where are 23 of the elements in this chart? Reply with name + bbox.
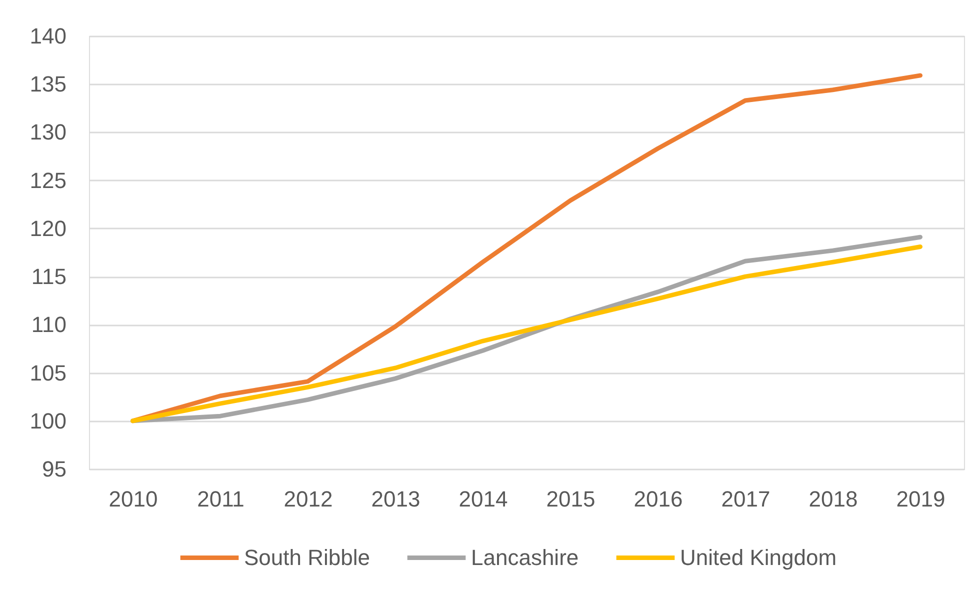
y-tick-label: 125	[30, 168, 66, 193]
x-tick-label: 2010	[108, 486, 158, 512]
y-tick-label: 110	[31, 312, 66, 338]
x-tick-label: 2012	[284, 486, 333, 512]
x-tick-label: 2019	[896, 486, 946, 512]
legend-label: South Ribble	[244, 544, 370, 570]
legend-label: United Kingdom	[680, 544, 837, 570]
x-tick-label: 2011	[197, 486, 244, 512]
x-tick-label: 2017	[721, 486, 770, 512]
y-tick-label: 130	[30, 120, 66, 145]
y-tick-label: 140	[30, 24, 66, 48]
y-tick-label: 115	[31, 264, 66, 290]
y-tick-label: 100	[30, 408, 66, 434]
y-tick-label: 120	[30, 216, 66, 241]
x-tick-label: 2018	[808, 486, 858, 512]
x-tick-label: 2013	[371, 486, 420, 512]
y-tick-label: 105	[30, 360, 66, 386]
legend-label: Lancashire	[471, 544, 579, 570]
x-tick-label: 2014	[458, 486, 508, 512]
x-tick-label: 2016	[634, 486, 683, 512]
y-tick-label: 135	[30, 72, 66, 97]
x-tick-label: 2015	[546, 486, 596, 512]
y-tick-label: 95	[42, 456, 66, 482]
